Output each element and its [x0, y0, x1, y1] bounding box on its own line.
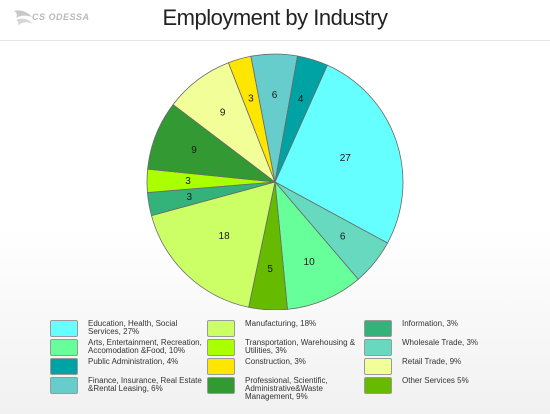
logo-text: CS ODESSA [32, 12, 90, 22]
legend-swatch [364, 358, 392, 375]
page-title: Employment by Industry [162, 5, 388, 30]
legend-swatch [364, 320, 392, 337]
legend-label: Construction, 3% [245, 357, 306, 366]
legend-label: Other Services 5% [402, 376, 469, 385]
legend-swatch [364, 339, 392, 356]
pie-slice [274, 64, 404, 244]
legend-label: Retail Trade, 9% [402, 357, 462, 366]
slice-value-label: 6 [340, 232, 346, 243]
slice-value-label: 27 [340, 153, 352, 164]
legend-swatch [50, 377, 78, 394]
slice-value-label: 3 [185, 176, 191, 187]
slice-value-label: 3 [248, 93, 254, 104]
slice-value-label: 5 [267, 264, 273, 275]
slice-value-label: 4 [298, 94, 304, 105]
cs-odessa-logo [14, 10, 33, 26]
slice-value-label: 10 [304, 257, 316, 268]
legend-swatch [50, 339, 78, 356]
legend-label: Education, Health, Social Services, 27% [88, 319, 178, 336]
legend-label: Finance, Insurance, Real Estate &Rental … [88, 376, 202, 393]
pie-slice [150, 181, 276, 308]
pie-slice [274, 55, 328, 183]
legend-label: Professional, Scientific, Administrative… [245, 376, 328, 401]
legend-label: Arts, Entertainment, Recreation, Accomod… [88, 338, 202, 355]
slice-value-label: 9 [191, 145, 197, 156]
header: CS ODESSA Employment by Industry [0, 0, 550, 41]
legend-label: Transportation, Warehousing & Utilities,… [245, 338, 356, 355]
legend-label: Public Administration, 4% [88, 357, 179, 366]
slice-value-label: 3 [187, 192, 193, 203]
legend-swatch [207, 320, 235, 337]
legend-swatch [364, 377, 392, 394]
legend-swatch [207, 358, 235, 375]
legend-swatch [50, 320, 78, 337]
legend-label: Wholesale Trade, 3% [402, 338, 479, 347]
pie-slice [274, 180, 359, 310]
legend-label: Information, 3% [402, 319, 459, 328]
slice-value-label: 18 [219, 231, 231, 242]
pie-chart: 27 6 10 5 18 3 3 9 9 3 6 4 [146, 53, 404, 310]
legend-swatch [207, 339, 235, 356]
slice-value-label: 6 [272, 90, 278, 101]
legend-swatch [50, 358, 78, 375]
legend-label: Manufacturing, 18% [245, 319, 317, 328]
legend-swatch [207, 377, 235, 394]
slice-value-label: 9 [220, 108, 226, 119]
